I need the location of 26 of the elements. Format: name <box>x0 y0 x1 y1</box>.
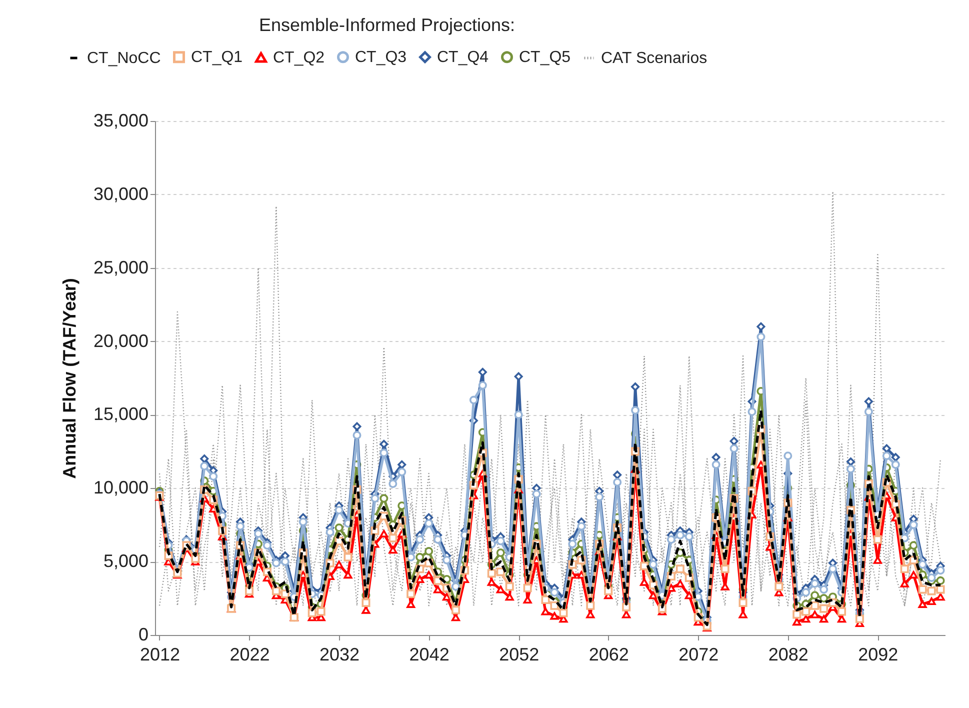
x-tick-label: 2022 <box>230 644 270 664</box>
x-tick-label: 2062 <box>588 644 629 664</box>
x-tick-label: 2012 <box>140 644 180 664</box>
x-tick-label: 2082 <box>768 644 808 664</box>
legend-label: CT_Q3 <box>355 49 407 66</box>
legend-label: CT_NoCC <box>87 50 161 67</box>
legend-title: Ensemble-Informed Projections: <box>258 15 516 35</box>
y-tick-label: 25,000 <box>93 257 148 278</box>
legend-label: CT_Q5 <box>519 49 571 66</box>
y-tick-label: 10,000 <box>93 478 148 498</box>
legend-label: CAT Scenarios <box>601 50 708 67</box>
x-tick-label: 2032 <box>320 644 360 664</box>
y-tick-label: 20,000 <box>93 330 148 351</box>
y-axis-title: Annual Flow (TAF/Year) <box>59 278 80 479</box>
legend-label: CT_Q2 <box>273 49 325 66</box>
x-tick-label: 2092 <box>858 644 898 664</box>
y-tick-label: 5,000 <box>103 551 148 572</box>
y-tick-label: 0 <box>138 624 148 644</box>
legend-label: CT_Q4 <box>437 49 489 66</box>
legend-label: CT_Q1 <box>191 49 243 66</box>
x-tick-label: 2042 <box>409 644 450 664</box>
y-tick-label: 30,000 <box>93 184 148 204</box>
y-tick-label: 35,000 <box>93 110 148 130</box>
y-tick-label: 15,000 <box>93 404 148 424</box>
x-tick-label: 2072 <box>678 644 719 664</box>
x-tick-label: 2052 <box>499 644 540 664</box>
